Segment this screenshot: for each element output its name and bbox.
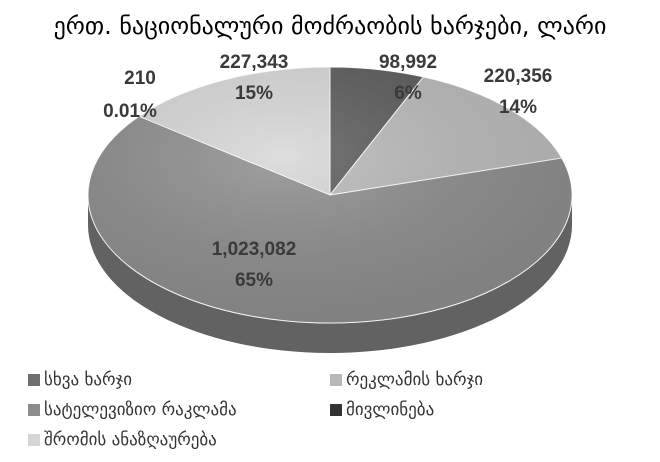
legend-swatch (330, 374, 342, 386)
legend-label: სხვა ხარჯი (44, 370, 133, 390)
data-label-percent: 0.01% (103, 101, 157, 122)
data-label-value: 220,356 (484, 66, 553, 87)
legend-swatch (28, 404, 40, 416)
data-label-value: 98,992 (379, 52, 437, 73)
legend-label: შრომის ანაზღაურება (44, 430, 217, 450)
legend-swatch (28, 434, 40, 446)
legend-item: სხვა ხარჯი (28, 370, 132, 390)
legend-label: რეკლამის ხარჯი (346, 370, 484, 390)
data-label-percent: 15% (235, 83, 273, 104)
pie-chart: 98,992 6% 220,356 14% 1,023,082 65% 210 0.01% 22… (87, 52, 573, 353)
data-label-percent: 65% (235, 270, 273, 291)
data-label-value: 227,343 (220, 52, 289, 73)
legend-item: შრომის ანაზღაურება (28, 430, 217, 450)
chart-title: ერთ. ნაციონალური მოძრაობის ხარჯები, ლარი (53, 12, 607, 40)
legend-label: სატელევიზიო რაკლამა (44, 400, 237, 420)
legend-item: სატელევიზიო რაკლამა (28, 400, 237, 420)
legend-item: მივლინება (330, 400, 434, 420)
data-label-percent: 14% (499, 97, 537, 118)
legend-swatch (330, 404, 342, 416)
legend-item: რეკლამის ხარჯი (330, 370, 483, 390)
data-label-value: 1,023,082 (212, 239, 297, 260)
data-label-percent: 6% (394, 83, 422, 104)
data-label-value: 210 (124, 68, 156, 89)
legend-swatch (28, 374, 40, 386)
legend-label: მივლინება (346, 400, 435, 420)
